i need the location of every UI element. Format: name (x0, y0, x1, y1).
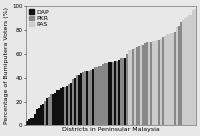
Bar (108, 62, 110, 125)
Bar (164, 36, 166, 125)
Bar (32, 118, 34, 125)
Bar (70, 83, 72, 125)
Bar (52, 94, 54, 125)
Bar (74, 78, 76, 125)
Bar (180, 22, 182, 125)
Bar (144, 44, 146, 125)
Bar (162, 37, 164, 125)
Bar (80, 73, 82, 125)
Bar (50, 94, 52, 125)
Bar (88, 71, 90, 125)
Bar (62, 87, 64, 125)
Bar (170, 33, 172, 125)
Bar (192, 10, 194, 125)
Bar (38, 108, 40, 125)
Bar (96, 67, 98, 125)
Bar (120, 58, 122, 125)
Bar (72, 79, 74, 125)
Bar (94, 67, 96, 125)
Bar (142, 45, 144, 125)
Bar (178, 26, 180, 125)
Bar (132, 49, 134, 125)
Bar (28, 119, 30, 125)
Bar (102, 64, 104, 125)
Bar (76, 75, 78, 125)
Bar (100, 66, 102, 125)
Bar (176, 27, 178, 125)
Bar (98, 66, 100, 125)
Bar (110, 62, 112, 125)
Bar (138, 46, 140, 125)
Legend: DAP, PKR, PAS: DAP, PKR, PAS (28, 8, 50, 29)
Bar (116, 61, 118, 125)
Bar (68, 84, 70, 125)
Bar (40, 105, 42, 125)
Bar (58, 90, 60, 125)
Bar (66, 86, 68, 125)
Bar (174, 32, 176, 125)
Bar (114, 61, 116, 125)
Bar (48, 97, 50, 125)
Y-axis label: Percentage of Bumiputera Voters (%): Percentage of Bumiputera Voters (%) (4, 7, 9, 124)
Bar (126, 54, 128, 125)
Bar (128, 50, 130, 125)
Bar (42, 104, 44, 125)
Bar (44, 101, 46, 125)
Bar (34, 114, 36, 125)
Bar (156, 40, 158, 125)
Bar (186, 17, 188, 125)
Bar (64, 86, 66, 125)
Bar (130, 50, 132, 125)
Bar (78, 75, 80, 125)
Bar (112, 62, 114, 125)
Bar (194, 9, 196, 125)
Bar (190, 15, 192, 125)
Bar (158, 40, 160, 125)
Bar (182, 20, 184, 125)
Bar (152, 41, 154, 125)
Bar (26, 121, 28, 125)
Bar (46, 98, 48, 125)
Bar (36, 109, 38, 125)
Bar (118, 60, 120, 125)
Bar (136, 47, 138, 125)
Bar (60, 88, 62, 125)
Bar (160, 39, 162, 125)
Bar (84, 71, 86, 125)
Bar (146, 42, 148, 125)
Bar (184, 18, 186, 125)
Bar (134, 48, 136, 125)
X-axis label: Districts in Peninsular Malaysia: Districts in Peninsular Malaysia (62, 127, 160, 132)
Bar (30, 118, 32, 125)
Bar (124, 58, 126, 125)
Bar (82, 72, 84, 125)
Bar (122, 58, 124, 125)
Bar (148, 42, 150, 125)
Bar (104, 63, 106, 125)
Bar (92, 69, 94, 125)
Bar (86, 71, 88, 125)
Bar (166, 34, 168, 125)
Bar (188, 15, 190, 125)
Bar (56, 90, 58, 125)
Bar (154, 41, 156, 125)
Bar (172, 33, 174, 125)
Bar (54, 93, 56, 125)
Bar (168, 34, 170, 125)
Bar (140, 45, 142, 125)
Bar (106, 63, 108, 125)
Bar (150, 41, 152, 125)
Bar (90, 70, 92, 125)
